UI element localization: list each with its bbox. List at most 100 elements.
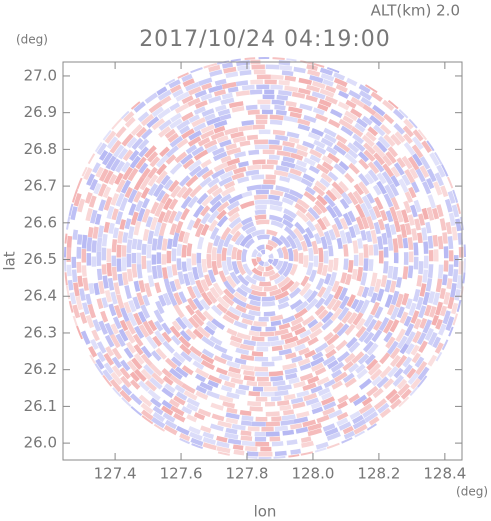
radar-cell	[384, 184, 395, 199]
radar-cell	[339, 230, 348, 244]
radar-cell	[358, 403, 373, 415]
x-tick-label: 128.2	[357, 465, 400, 483]
radar-cell	[270, 320, 282, 327]
radar-cell	[447, 175, 456, 189]
radar-cell	[141, 197, 150, 209]
radar-cell	[404, 191, 413, 203]
radar-cell	[288, 137, 300, 144]
radar-cell	[254, 209, 266, 215]
radar-cell	[393, 220, 401, 233]
radar-cell	[408, 302, 417, 317]
radar-cell	[225, 275, 237, 289]
radar-cell	[400, 223, 407, 238]
radar-cell	[162, 209, 172, 223]
radar-cell	[187, 271, 196, 286]
radar-cell	[356, 117, 368, 129]
radar-cell	[437, 264, 444, 279]
radar-cell	[408, 251, 414, 263]
radar-cell	[289, 168, 302, 177]
radar-cell	[244, 274, 257, 285]
radar-cell	[256, 244, 265, 252]
radar-cell	[198, 77, 213, 86]
radar-cell	[80, 330, 91, 345]
radar-cell	[300, 177, 313, 188]
radar-cell	[255, 219, 270, 225]
radar-cell	[175, 316, 188, 330]
radar-cell	[412, 129, 424, 142]
radar-cell	[347, 260, 354, 273]
radar-cell	[348, 341, 361, 353]
radar-cell	[391, 290, 400, 306]
radar-cell	[434, 172, 444, 187]
radar-cell	[299, 329, 312, 339]
radar-cell	[282, 140, 295, 148]
radar-cell	[300, 57, 314, 65]
radar-cell	[216, 253, 222, 269]
radar-cell	[383, 113, 395, 125]
radar-cell	[416, 275, 423, 287]
radar-cell	[108, 222, 115, 234]
radar-cell	[366, 192, 375, 204]
radar-cell	[289, 263, 298, 276]
radar-cell	[252, 273, 266, 282]
radar-cell	[345, 99, 357, 109]
radar-cell	[98, 199, 106, 212]
radar-cell	[241, 120, 254, 126]
radar-cell	[213, 151, 228, 162]
radar-cell	[427, 331, 438, 346]
radar-cell	[147, 230, 155, 245]
radar-cell	[230, 57, 241, 62]
radar-cell	[284, 75, 297, 82]
radar-cell	[228, 193, 243, 205]
radar-cell	[393, 162, 405, 176]
radar-cell	[197, 236, 205, 250]
radar-cell	[401, 293, 410, 306]
radar-cell	[296, 390, 310, 398]
radar-cell	[182, 78, 195, 87]
radar-cell	[142, 320, 154, 336]
radar-cell	[228, 212, 240, 223]
radar-cell	[146, 116, 160, 129]
radar-cell	[91, 329, 100, 342]
radar-cell	[314, 342, 329, 354]
radar-cell	[141, 409, 154, 421]
radar-cell	[246, 184, 262, 192]
radar-cell	[129, 393, 143, 406]
radar-cell	[149, 377, 163, 390]
radar-cell	[384, 294, 394, 308]
radar-cell	[156, 265, 163, 279]
radar-cell	[322, 407, 336, 416]
radar-cell	[193, 122, 207, 132]
radar-cell	[350, 126, 364, 138]
radar-cell	[274, 425, 289, 432]
radar-cell	[451, 302, 459, 315]
radar-cell	[76, 261, 82, 273]
radar-cell	[292, 248, 299, 262]
x-tick-label: 128.4	[423, 465, 466, 483]
radar-cell	[131, 263, 138, 278]
radar-cell	[317, 286, 327, 298]
radar-cell	[385, 210, 394, 223]
radar-cell	[419, 317, 428, 329]
radar-cell	[327, 359, 339, 370]
radar-cell	[248, 309, 261, 317]
radar-cell	[385, 388, 398, 401]
radar-cell	[348, 363, 359, 374]
radar-cell	[93, 282, 100, 296]
radar-cell	[407, 265, 414, 279]
radar-cell	[279, 65, 293, 71]
radar-cell	[295, 209, 310, 223]
radar-cell	[239, 233, 253, 247]
radar-cell	[308, 269, 317, 283]
radar-cell	[180, 153, 193, 165]
radar-cell	[374, 306, 384, 319]
radar-cell	[372, 144, 386, 158]
radar-cell	[288, 106, 303, 114]
radar-cell	[173, 395, 186, 406]
radar-cell	[245, 303, 261, 312]
radar-cell	[355, 317, 366, 331]
radar-cell	[164, 419, 178, 430]
radar-cell	[392, 266, 399, 280]
radar-cell	[294, 164, 308, 173]
radar-cell	[269, 114, 284, 121]
